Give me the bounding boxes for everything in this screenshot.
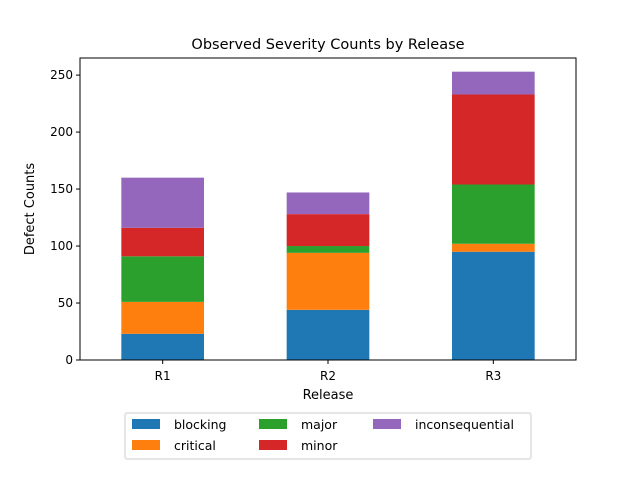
bar-blocking-R3 bbox=[452, 251, 535, 360]
legend-swatch-inconsequential bbox=[373, 419, 401, 429]
plot-frame bbox=[79, 57, 577, 361]
y-tick-label: 250 bbox=[50, 68, 73, 82]
legend-label-critical: critical bbox=[174, 438, 216, 453]
legend-label-blocking: blocking bbox=[174, 417, 227, 432]
legend-box bbox=[124, 412, 532, 460]
y-tick-label: 150 bbox=[50, 182, 73, 196]
x-axis: R1 R2 R3 bbox=[155, 360, 501, 383]
legend-swatch-minor bbox=[259, 440, 287, 450]
bar-minor-R2 bbox=[286, 214, 370, 247]
y-axis-label: Defect Counts bbox=[23, 163, 38, 256]
bar-major-R3 bbox=[452, 184, 535, 244]
bar-critical-R3 bbox=[452, 243, 535, 252]
legend-label-minor: minor bbox=[301, 438, 338, 453]
bar-minor-R1 bbox=[121, 227, 204, 257]
legend-swatch-critical bbox=[132, 440, 160, 450]
bar-major-R2 bbox=[286, 246, 370, 253]
bar-inconsequential-R1 bbox=[121, 177, 204, 228]
bar-minor-R3 bbox=[452, 94, 535, 185]
bars-group bbox=[121, 71, 535, 360]
x-tick-label: R2 bbox=[320, 369, 336, 383]
legend-swatch-blocking bbox=[132, 419, 160, 429]
bar-critical-R2 bbox=[286, 252, 370, 310]
chart-title: Observed Severity Counts by Release bbox=[191, 37, 464, 53]
y-tick-label: 50 bbox=[58, 296, 73, 310]
bar-blocking-R1 bbox=[121, 333, 204, 360]
bar-critical-R1 bbox=[121, 301, 204, 334]
bar-inconsequential-R2 bbox=[286, 192, 370, 215]
y-tick-label: 0 bbox=[65, 353, 73, 367]
bar-inconsequential-R3 bbox=[452, 71, 535, 95]
y-tick-label: 100 bbox=[50, 239, 73, 253]
legend-label-major: major bbox=[301, 417, 338, 432]
legend-swatch-major bbox=[259, 419, 287, 429]
y-tick-label: 200 bbox=[50, 125, 73, 139]
x-tick-label: R1 bbox=[155, 369, 171, 383]
legend: blocking critical major minor inconsequentia… bbox=[124, 412, 532, 460]
x-tick-label: R3 bbox=[485, 369, 501, 383]
legend-label-inconsequential: inconsequential bbox=[415, 417, 514, 432]
bar-major-R1 bbox=[121, 256, 204, 302]
x-axis-label: Release bbox=[303, 388, 354, 403]
y-axis: 0 50 100 150 200 250 bbox=[50, 68, 80, 367]
bar-blocking-R2 bbox=[286, 309, 370, 360]
